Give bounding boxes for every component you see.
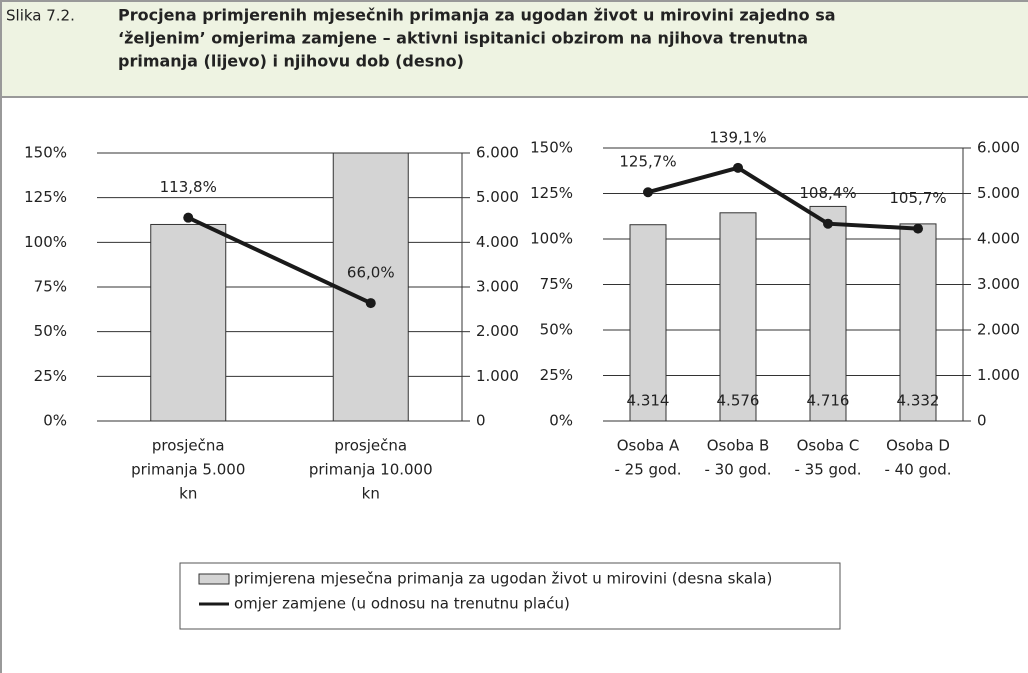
x-tick-label: - 30 god. [704,461,771,479]
bar-value-label: 4.314 [627,392,670,410]
line [187,215,372,305]
x-tick-label: primanja 10.000 [309,461,433,479]
legend-label: primjerena mjesečna primanja za ugodan ž… [234,570,772,588]
y-tick-label: 100% [530,230,573,248]
line-value-label: 139,1% [709,128,766,146]
y2-tick-label: 0 [977,412,987,430]
figure-label: Slika 7.2. [6,7,75,25]
y2-tick-label: 1.000 [476,367,519,385]
legend-label: omjer zamjene (u odnosu na trenutnu plać… [234,595,570,613]
y2-tick-label: 6.000 [476,144,519,162]
line-point [365,298,376,309]
y2-tick-label: 3.000 [476,278,519,296]
legend-swatch-bar [198,573,230,585]
bar-value-label: 4.332 [897,392,940,410]
line-point [643,187,653,198]
y-tick-label: 50% [34,322,67,340]
y2-tick-label: 4.000 [977,230,1020,248]
title-line: primanja (lijevo) i njihovu dob (desno) [118,52,464,71]
x-tick-label: primanja 5.000 [131,461,245,479]
y2-tick-label: 5.000 [476,188,519,206]
y2-tick-label: 4.000 [476,233,519,251]
x-tick-label: Osoba B [707,437,770,455]
y-tick-label: 0% [549,412,573,430]
line-point [183,212,194,223]
y-tick-label: 125% [24,188,67,206]
title-band [0,0,1028,97]
y-tick-label: 100% [24,233,67,251]
x-tick-label: prosječna [152,437,225,455]
line-value-label: 108,4% [799,184,856,202]
x-tick-label: - 40 god. [884,461,951,479]
line-point [913,223,923,234]
x-tick-label: Osoba C [797,437,860,455]
title-line: ‘željenim’ omjerima zamjene – aktivni is… [118,29,808,48]
y-tick-label: 75% [540,275,573,293]
y-tick-label: 50% [540,321,573,339]
y-tick-label: 0% [43,412,67,430]
line [647,165,919,231]
bar-value-label: 4.576 [717,392,760,410]
bar [150,223,227,422]
y2-tick-label: 1.000 [977,366,1020,384]
y-tick-label: 25% [34,367,67,385]
line-point [733,162,743,173]
x-tick-label: kn [362,485,380,503]
line-value-label: 113,8% [160,178,217,196]
title-line: Procjena primjerenih mjesečnih primanja … [118,6,836,25]
y2-tick-label: 2.000 [476,322,519,340]
x-tick-label: - 35 god. [794,461,861,479]
y-tick-label: 150% [24,144,67,162]
x-tick-label: Osoba A [617,437,680,455]
bar [809,205,847,422]
y2-tick-label: 6.000 [977,139,1020,157]
bar [332,152,409,422]
y2-tick-label: 3.000 [977,275,1020,293]
y-tick-label: 25% [540,366,573,384]
y2-tick-label: 0 [476,412,486,430]
y-tick-label: 75% [34,278,67,296]
bar [629,224,667,422]
line-value-label: 105,7% [889,189,946,207]
y-tick-label: 125% [530,184,573,202]
legend-box [179,562,841,630]
bar-value-label: 4.716 [807,392,850,410]
y-tick-label: 150% [530,139,573,157]
x-tick-label: Osoba D [886,437,950,455]
x-tick-label: kn [179,485,197,503]
line-value-label: 66,0% [347,264,395,282]
line-value-label: 125,7% [619,153,676,171]
bar [719,212,757,422]
line-point [823,218,833,229]
x-tick-label: prosječna [334,437,407,455]
x-tick-label: - 25 god. [614,461,681,479]
y2-tick-label: 5.000 [977,184,1020,202]
y2-tick-label: 2.000 [977,321,1020,339]
